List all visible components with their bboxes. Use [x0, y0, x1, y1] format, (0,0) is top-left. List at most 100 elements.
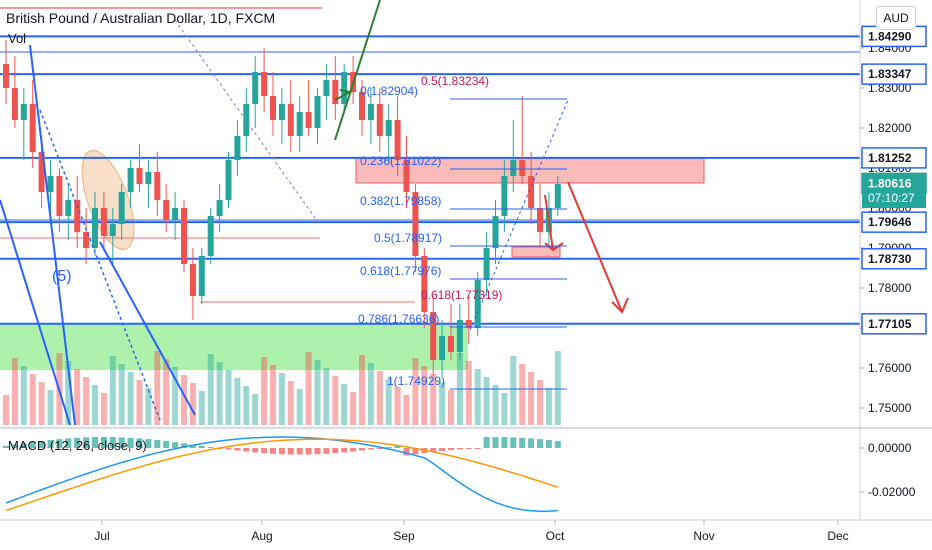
- dotted-trend-line: [39, 109, 161, 421]
- volume-label: Vol: [8, 31, 27, 46]
- macd-histogram-bar: [181, 443, 187, 448]
- wave-label: (5): [52, 268, 72, 285]
- price-badge-label: 1.81252: [868, 151, 912, 165]
- candle-body: [501, 176, 508, 216]
- volume-bar: [528, 372, 535, 425]
- time-tick-label: Dec: [827, 529, 848, 543]
- candle-body: [528, 176, 535, 208]
- candle-body: [216, 200, 223, 216]
- volume-bar: [181, 375, 187, 425]
- volume-bar: [554, 351, 561, 425]
- volume-bar: [47, 390, 54, 425]
- volume-bar: [83, 377, 90, 425]
- currency-button[interactable]: AUD: [876, 6, 916, 30]
- price-badge: [861, 211, 927, 233]
- volume-bar: [3, 395, 9, 425]
- price-badge-label: 1.77105: [868, 317, 912, 331]
- green-trend-line: [334, 0, 381, 141]
- price-badge: [861, 313, 927, 335]
- macd-histogram-bar: [465, 448, 472, 449]
- volume-bar: [474, 369, 481, 425]
- volume-bar: [359, 355, 365, 425]
- macd-histogram-bar: [225, 448, 232, 450]
- time-tick-label: Aug: [251, 529, 272, 543]
- macd-histogram-bar: [11, 444, 18, 448]
- candle-body: [83, 232, 90, 248]
- price-badge: [861, 63, 927, 85]
- candle-body: [270, 96, 276, 120]
- candle-body: [394, 120, 401, 160]
- macd-histogram-bar: [278, 448, 285, 455]
- candle-body: [332, 80, 339, 104]
- candle-body: [38, 152, 45, 192]
- forecast-arrow-line: [567, 181, 623, 313]
- macd-histogram-bar: [154, 440, 161, 448]
- fib-label: 0(1.82904): [360, 84, 418, 98]
- arrow-head: [334, 89, 353, 101]
- macd-line: [5, 436, 558, 512]
- macd-histogram-bar: [83, 437, 90, 448]
- volume-bar: [510, 356, 517, 425]
- volume-bar: [207, 354, 214, 425]
- candle-body: [92, 208, 98, 248]
- macd-histogram-bar: [412, 448, 419, 455]
- macd-tick-label: 0.00000: [868, 441, 912, 455]
- volume-bar: [332, 376, 339, 425]
- candle-body: [100, 208, 107, 236]
- volume-bar: [20, 366, 27, 425]
- macd-histogram-bar: [287, 448, 294, 455]
- macd-histogram-bar: [270, 448, 276, 454]
- macd-histogram-bar: [118, 437, 125, 448]
- macd-histogram-bar: [537, 439, 543, 448]
- macd-histogram-bar: [359, 448, 365, 451]
- macd-histogram-bar: [430, 448, 437, 453]
- price-tick-label: 1.76000: [868, 361, 912, 375]
- macd-histogram-bar: [127, 437, 134, 448]
- volume-bar: [172, 367, 179, 425]
- macd-histogram-bar: [305, 448, 312, 455]
- volume-bar: [198, 391, 205, 425]
- volume-bar: [74, 369, 81, 425]
- macd-histogram-bar: [341, 448, 348, 453]
- price-badge-label: 1.84290: [868, 29, 912, 43]
- candle-body: [359, 92, 365, 120]
- macd-histogram-bar: [252, 448, 259, 453]
- volume-bar: [287, 381, 294, 425]
- macd-histogram-bar: [207, 447, 214, 449]
- price-tick-label: 1.75000: [868, 401, 912, 415]
- volume-bar: [29, 374, 36, 425]
- candle-body: [234, 136, 241, 160]
- volume-bar: [350, 392, 357, 425]
- macd-histogram-bar: [38, 441, 45, 448]
- volume-bar: [545, 388, 552, 425]
- volume-bar: [252, 394, 259, 425]
- time-tick-label: Nov: [693, 529, 714, 543]
- small-zone: [511, 246, 561, 258]
- macd-histogram-bar: [29, 442, 36, 448]
- volume-bar: [403, 395, 410, 425]
- macd-histogram-bar: [261, 448, 268, 454]
- macd-histogram-bar: [47, 440, 54, 448]
- volume-bar: [385, 379, 392, 425]
- price-badge-label: 1.80616: [868, 176, 912, 190]
- macd-histogram-bar: [323, 448, 330, 454]
- time-tick-label: Sep: [393, 529, 415, 543]
- candle-body: [483, 248, 490, 280]
- volume-bar: [127, 372, 134, 425]
- chart-title: British Pound / Australian Dollar, 1D, F…: [6, 10, 276, 26]
- candle-body: [323, 80, 330, 96]
- countdown-label: 07:10:27: [868, 191, 915, 205]
- macd-histogram-bar: [519, 437, 526, 448]
- volume-bar: [243, 386, 250, 425]
- volume-bar: [412, 358, 419, 425]
- macd-histogram-bar: [145, 439, 152, 448]
- candle-body: [474, 280, 481, 328]
- volume-bar: [11, 358, 18, 425]
- macd-histogram-bar: [492, 437, 499, 448]
- macd-histogram-bar: [3, 445, 9, 448]
- volume-bar: [492, 385, 499, 425]
- volume-bar: [261, 357, 268, 425]
- macd-histogram-bar: [296, 448, 303, 455]
- macd-histogram-bar: [109, 437, 116, 448]
